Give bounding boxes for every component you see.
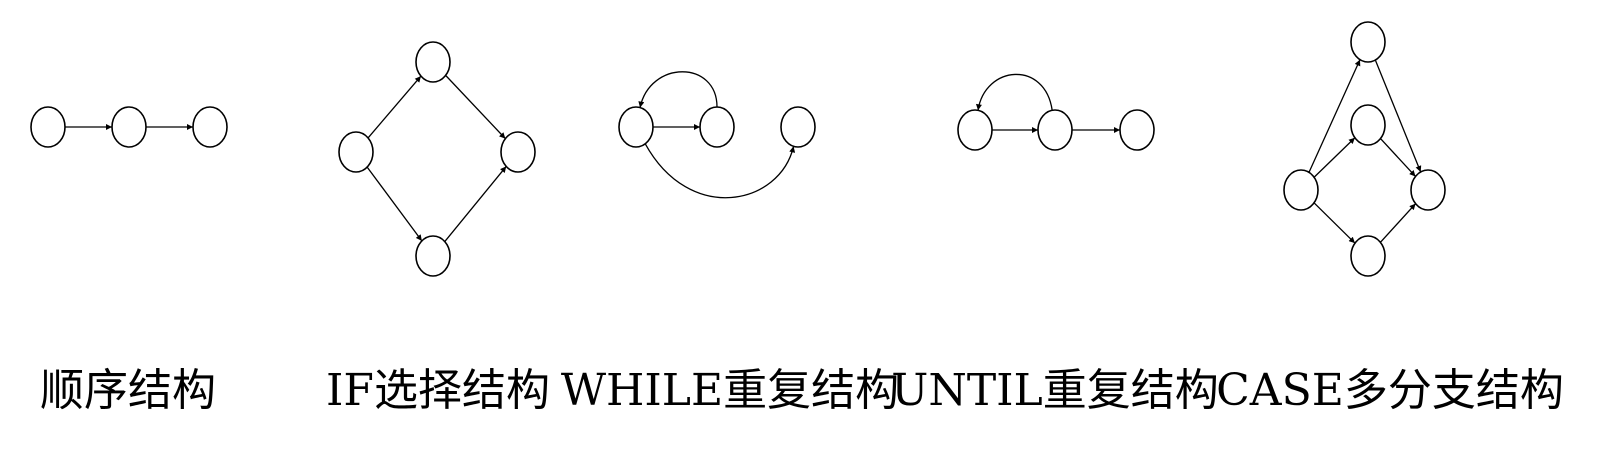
edge-t-e: [1374, 59, 1422, 173]
edge-s-bo: [1313, 202, 1356, 244]
group-case: CASE多分支结构: [1216, 21, 1564, 416]
node-c: [192, 106, 228, 148]
node-m: [415, 235, 451, 277]
label-if: IF选择结构: [326, 365, 550, 416]
node-t: [1350, 21, 1386, 63]
node-a: [618, 106, 654, 148]
node-b: [111, 106, 147, 148]
node-e: [500, 131, 536, 173]
edge-b-a: [975, 73, 1053, 111]
node-a: [30, 106, 66, 148]
edge-t-e: [445, 74, 506, 140]
node-c: [780, 106, 816, 148]
group-while: WHILE重复结构: [561, 71, 899, 416]
node-bo: [1350, 235, 1386, 277]
edge-s-t: [1308, 59, 1361, 173]
edge-s-m: [366, 166, 423, 242]
edge-bo-e: [1379, 203, 1417, 243]
edge-m-e: [1380, 138, 1416, 177]
node-s: [338, 131, 374, 173]
node-s: [1283, 169, 1319, 211]
node-e: [1410, 169, 1446, 211]
node-c: [1119, 109, 1155, 151]
edge-a-c: [644, 143, 796, 199]
node-a: [957, 109, 993, 151]
label-case: CASE多分支结构: [1216, 365, 1564, 416]
node-m: [1350, 104, 1386, 146]
node-b: [1037, 109, 1073, 151]
edge-s-m: [1313, 137, 1356, 178]
label-while: WHILE重复结构: [561, 365, 899, 416]
edge-b-a: [638, 71, 718, 108]
group-until: UNTIL重复结构: [891, 73, 1219, 416]
node-t: [415, 41, 451, 83]
group-if: IF选择结构: [326, 41, 550, 416]
group-sequence: 顺序结构: [30, 106, 228, 416]
label-sequence: 顺序结构: [40, 365, 216, 416]
node-b: [699, 106, 735, 148]
edge-s-t: [367, 75, 422, 139]
edge-m-e: [444, 166, 507, 242]
label-until: UNTIL重复结构: [891, 365, 1219, 416]
